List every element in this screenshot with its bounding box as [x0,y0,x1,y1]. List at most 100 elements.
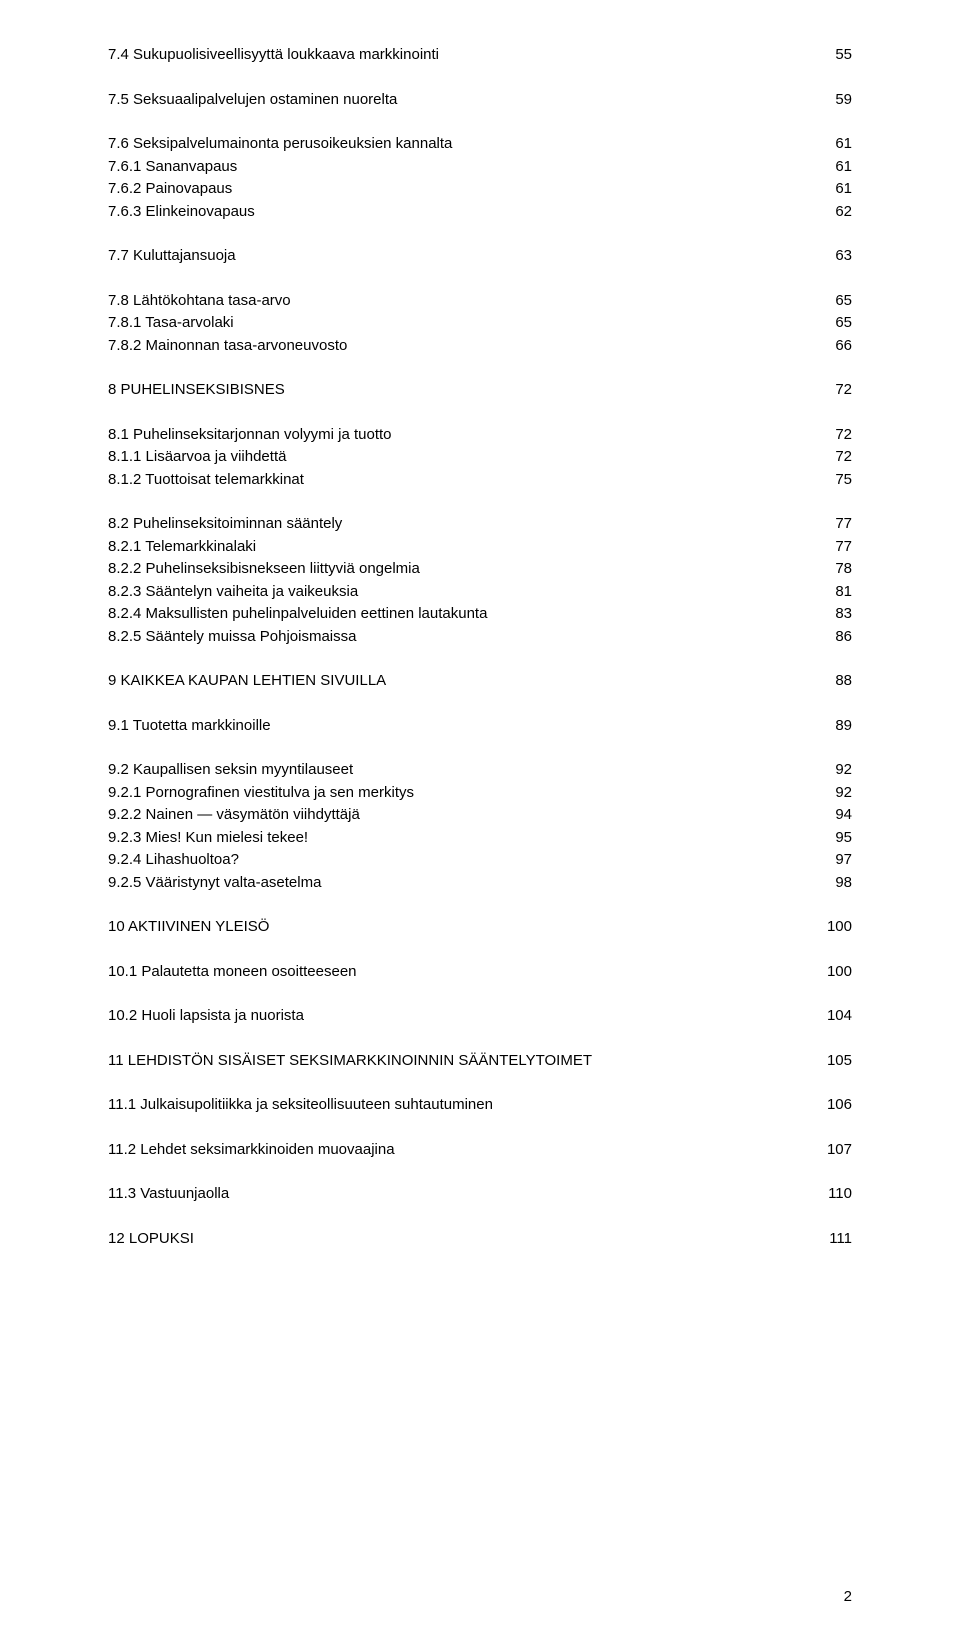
toc-entry-page: 106 [812,1094,852,1117]
toc-entry: 8.1 Puhelinseksitarjonnan volyymi ja tuo… [108,424,852,447]
toc-entry: 8.2.4 Maksullisten puhelinpalveluiden ee… [108,603,852,626]
toc-entry-page: 75 [812,469,852,492]
toc-entry-label: 7.5 Seksuaalipalvelujen ostaminen nuorel… [108,89,812,112]
toc-entry-label: 7.6.1 Sananvapaus [108,156,812,179]
section-gap [108,648,852,670]
toc-entry: 7.5 Seksuaalipalvelujen ostaminen nuorel… [108,89,852,112]
section-gap [108,894,852,916]
toc-entry: 8 PUHELINSEKSIBISNES72 [108,379,852,402]
toc-entry-page: 100 [812,916,852,939]
toc-entry: 8.2.5 Sääntely muissa Pohjoismaissa86 [108,626,852,649]
toc-entry-label: 8.2.1 Telemarkkinalaki [108,536,812,559]
toc-entry-page: 107 [812,1139,852,1162]
toc-entry: 10.1 Palautetta moneen osoitteeseen100 [108,961,852,984]
toc-entry-page: 86 [812,626,852,649]
toc-entry-label: 7.6.2 Painovapaus [108,178,812,201]
section-gap [108,1072,852,1094]
toc-entry-page: 59 [812,89,852,112]
toc-entry-page: 78 [812,558,852,581]
toc-entry: 7.6.3 Elinkeinovapaus62 [108,201,852,224]
toc-entry-page: 105 [812,1050,852,1073]
toc-entry-label: 10.1 Palautetta moneen osoitteeseen [108,961,812,984]
toc-entry-page: 94 [812,804,852,827]
toc-entry: 7.4 Sukupuolisiveellisyyttä loukkaava ma… [108,44,852,67]
toc-entry-label: 8.1.1 Lisäarvoa ja viihdettä [108,446,812,469]
toc-entry-label: 9.2.1 Pornografinen viestitulva ja sen m… [108,782,812,805]
toc-entry-page: 81 [812,581,852,604]
toc-entry-page: 72 [812,379,852,402]
toc-entry-label: 11 LEHDISTÖN SISÄISET SEKSIMARKKINOINNIN… [108,1050,812,1073]
toc-entry-page: 72 [812,446,852,469]
toc-entry: 11 LEHDISTÖN SISÄISET SEKSIMARKKINOINNIN… [108,1050,852,1073]
toc-entry-page: 66 [812,335,852,358]
toc-entry-page: 95 [812,827,852,850]
section-gap [108,268,852,290]
section-gap [108,1117,852,1139]
toc-entry-label: 11.3 Vastuunjaolla [108,1183,812,1206]
section-gap [108,737,852,759]
toc-entry: 9.2.1 Pornografinen viestitulva ja sen m… [108,782,852,805]
toc-entry-label: 7.7 Kuluttajansuoja [108,245,812,268]
toc-entry-page: 72 [812,424,852,447]
toc-entry: 7.6.1 Sananvapaus61 [108,156,852,179]
toc-entry-label: 8.1 Puhelinseksitarjonnan volyymi ja tuo… [108,424,812,447]
toc-entry-page: 65 [812,290,852,313]
toc-entry-page: 98 [812,872,852,895]
toc-entry-label: 8.2.5 Sääntely muissa Pohjoismaissa [108,626,812,649]
toc-entry-page: 83 [812,603,852,626]
toc-entry-label: 11.1 Julkaisupolitiikka ja seksiteollisu… [108,1094,812,1117]
toc-entry-label: 11.2 Lehdet seksimarkkinoiden muovaajina [108,1139,812,1162]
section-gap [108,1028,852,1050]
toc-entry: 8.2.1 Telemarkkinalaki77 [108,536,852,559]
toc-entry: 9.2.4 Lihashuoltoa?97 [108,849,852,872]
toc-entry: 9.2 Kaupallisen seksin myyntilauseet92 [108,759,852,782]
toc-entry: 11.1 Julkaisupolitiikka ja seksiteollisu… [108,1094,852,1117]
toc-entry: 12 LOPUKSI111 [108,1228,852,1251]
toc-entry: 9.2.2 Nainen — väsymätön viihdyttäjä94 [108,804,852,827]
toc-entry-label: 9.2 Kaupallisen seksin myyntilauseet [108,759,812,782]
toc-entry: 7.6.2 Painovapaus61 [108,178,852,201]
toc-entry-label: 8.2.4 Maksullisten puhelinpalveluiden ee… [108,603,812,626]
section-gap [108,939,852,961]
toc-entry-label: 7.4 Sukupuolisiveellisyyttä loukkaava ma… [108,44,812,67]
toc-entry-label: 7.8.1 Tasa-arvolaki [108,312,812,335]
toc-entry-label: 9.2.2 Nainen — väsymätön viihdyttäjä [108,804,812,827]
toc-entry-label: 8.2.3 Sääntelyn vaiheita ja vaikeuksia [108,581,812,604]
toc-entry-page: 63 [812,245,852,268]
section-gap [108,491,852,513]
toc-entry-page: 61 [812,178,852,201]
toc-entry-page: 111 [812,1228,852,1251]
toc-entry-page: 88 [812,670,852,693]
toc-entry: 7.8.2 Mainonnan tasa-arvoneuvosto66 [108,335,852,358]
toc-entry: 10 AKTIIVINEN YLEISÖ100 [108,916,852,939]
toc-entry-page: 97 [812,849,852,872]
toc-entry: 9.2.5 Vääristynyt valta-asetelma98 [108,872,852,895]
toc-entry-label: 7.6.3 Elinkeinovapaus [108,201,812,224]
toc-entry: 8.2 Puhelinseksitoiminnan sääntely77 [108,513,852,536]
toc-entry-label: 10.2 Huoli lapsista ja nuorista [108,1005,812,1028]
toc-entry: 10.2 Huoli lapsista ja nuorista104 [108,1005,852,1028]
toc-entry-label: 8.2.2 Puhelinseksibisnekseen liittyviä o… [108,558,812,581]
toc-entry: 11.2 Lehdet seksimarkkinoiden muovaajina… [108,1139,852,1162]
toc-entry: 8.2.2 Puhelinseksibisnekseen liittyviä o… [108,558,852,581]
toc-entry: 8.1.2 Tuottoisat telemarkkinat75 [108,469,852,492]
toc-entry: 7.6 Seksipalvelumainonta perusoikeuksien… [108,133,852,156]
section-gap [108,1161,852,1183]
page-number: 2 [844,1586,852,1609]
section-gap [108,357,852,379]
toc-entry: 11.3 Vastuunjaolla110 [108,1183,852,1206]
toc-entry-label: 8.2 Puhelinseksitoiminnan sääntely [108,513,812,536]
section-gap [108,111,852,133]
toc-entry-label: 8 PUHELINSEKSIBISNES [108,379,812,402]
toc-entry-label: 7.6 Seksipalvelumainonta perusoikeuksien… [108,133,812,156]
toc-entry-label: 9.1 Tuotetta markkinoille [108,715,812,738]
toc-entry-page: 92 [812,759,852,782]
section-gap [108,223,852,245]
toc-entry-label: 9.2.5 Vääristynyt valta-asetelma [108,872,812,895]
section-gap [108,693,852,715]
toc-entry-label: 12 LOPUKSI [108,1228,812,1251]
toc-entry: 7.8 Lähtökohtana tasa-arvo65 [108,290,852,313]
toc-entry-page: 110 [812,1183,852,1206]
toc-entry-label: 7.8.2 Mainonnan tasa-arvoneuvosto [108,335,812,358]
section-gap [108,402,852,424]
